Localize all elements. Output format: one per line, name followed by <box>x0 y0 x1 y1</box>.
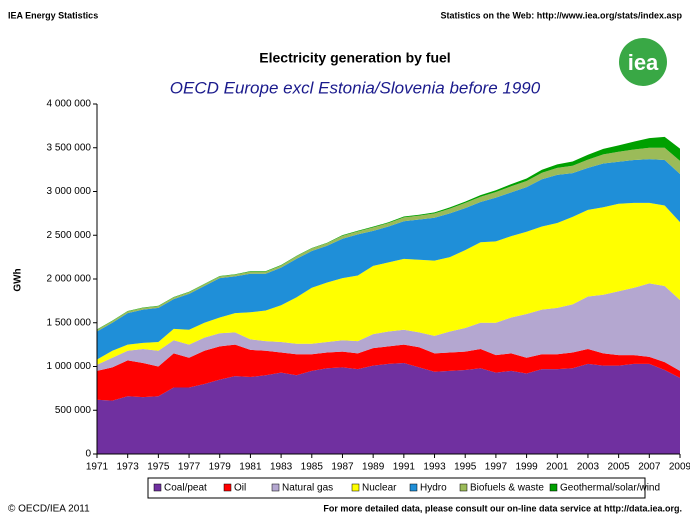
area <box>97 202 680 365</box>
x-tick-label: 1971 <box>86 462 109 473</box>
legend-label: Natural gas <box>282 483 333 494</box>
chart-title: Electricity generation by fuel <box>259 50 450 66</box>
x-tick-label: 1995 <box>454 462 477 473</box>
area <box>97 159 680 360</box>
chart-subtitle: OECD Europe excl Estonia/Slovenia before… <box>170 78 541 97</box>
x-tick-label: 1989 <box>362 462 385 473</box>
footer-left: © OECD/IEA 2011 <box>8 504 90 515</box>
legend-swatch <box>549 483 558 492</box>
y-tick-label: 1 500 000 <box>47 317 92 328</box>
legend-label: Coal/peat <box>164 483 207 494</box>
x-tick-label: 2003 <box>577 462 600 473</box>
legend-swatch <box>153 483 162 492</box>
legend-label: Nuclear <box>362 483 397 494</box>
x-tick-label: 2005 <box>608 462 631 473</box>
legend-box <box>147 477 646 499</box>
logo <box>619 38 667 86</box>
x-tick-label: 2007 <box>638 462 661 473</box>
x-tick-label: 2009 <box>669 462 690 473</box>
legend-swatch <box>223 483 232 492</box>
legend-swatch <box>459 483 468 492</box>
footer-right: For more detailed data, please consult o… <box>323 503 682 513</box>
logo-text: iea <box>628 50 659 75</box>
y-tick-label: 3 500 000 <box>47 142 92 153</box>
y-tick-label: 3 000 000 <box>47 186 92 197</box>
x-tick-label: 1977 <box>178 462 201 473</box>
legend-label: Hydro <box>420 483 447 494</box>
y-tick-label: 4 000 000 <box>47 99 92 110</box>
x-tick-label: 1991 <box>393 462 416 473</box>
x-tick-label: 1975 <box>147 462 170 473</box>
legend-swatch <box>409 483 418 492</box>
legend-swatch <box>351 483 360 492</box>
area <box>97 344 680 401</box>
x-tick-label: 1993 <box>423 462 446 473</box>
x-tick-label: 2001 <box>546 462 569 473</box>
x-tick-label: 1987 <box>331 462 354 473</box>
area <box>97 283 680 371</box>
legend-label: Geothermal/solar/wind <box>560 483 660 494</box>
y-tick-label: 0 <box>85 449 91 460</box>
header-left: IEA Energy Statistics <box>8 10 98 20</box>
y-tick-label: 2 500 000 <box>47 230 92 241</box>
x-tick-label: 1985 <box>301 462 324 473</box>
x-tick-label: 1999 <box>515 462 538 473</box>
x-tick-label: 1979 <box>209 462 232 473</box>
x-tick-label: 1983 <box>270 462 293 473</box>
x-tick-label: 1981 <box>239 462 262 473</box>
area <box>97 363 680 454</box>
y-tick-label: 500 000 <box>55 405 92 416</box>
plot: 0 500 000 1 000 000 1 500 000 2 000 000 2 500… <box>47 99 690 499</box>
legend-swatch <box>271 483 280 492</box>
header-right: Statistics on the Web: http://www.iea.or… <box>440 10 682 20</box>
legend-label: Biofuels & waste <box>470 483 544 494</box>
y-axis-label: GWh <box>13 268 24 291</box>
legend-label: Oil <box>234 483 246 494</box>
y-tick-label: 2 000 000 <box>47 274 92 285</box>
x-tick-label: 1997 <box>485 462 508 473</box>
y-tick-label: 1 000 000 <box>47 361 92 372</box>
x-tick-label: 1973 <box>117 462 140 473</box>
